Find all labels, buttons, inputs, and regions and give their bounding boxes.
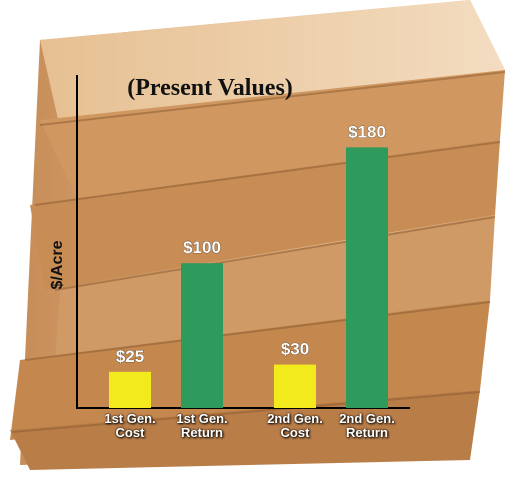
x-tick-label: 2nd Gen. Cost [260,412,330,440]
value-label: $180 [348,122,386,141]
value-label: $30 [281,340,309,359]
value-label: $100 [183,238,221,257]
x-tick-label: 1st Gen. Return [167,412,237,440]
chart-title: (Present Values) [127,75,293,101]
page: (Present Values) $/Acre $25 $100 $30 $180 1… [0,0,522,490]
bar [274,365,316,408]
bar [109,372,151,408]
bar [181,263,223,408]
wood-background [10,0,505,470]
bar [346,147,388,408]
value-label: $25 [116,347,144,366]
y-axis-label: $/Acre [49,240,66,289]
x-tick-label: 1st Gen. Cost [95,412,165,440]
x-tick-label: 2nd Gen. Return [332,412,402,440]
